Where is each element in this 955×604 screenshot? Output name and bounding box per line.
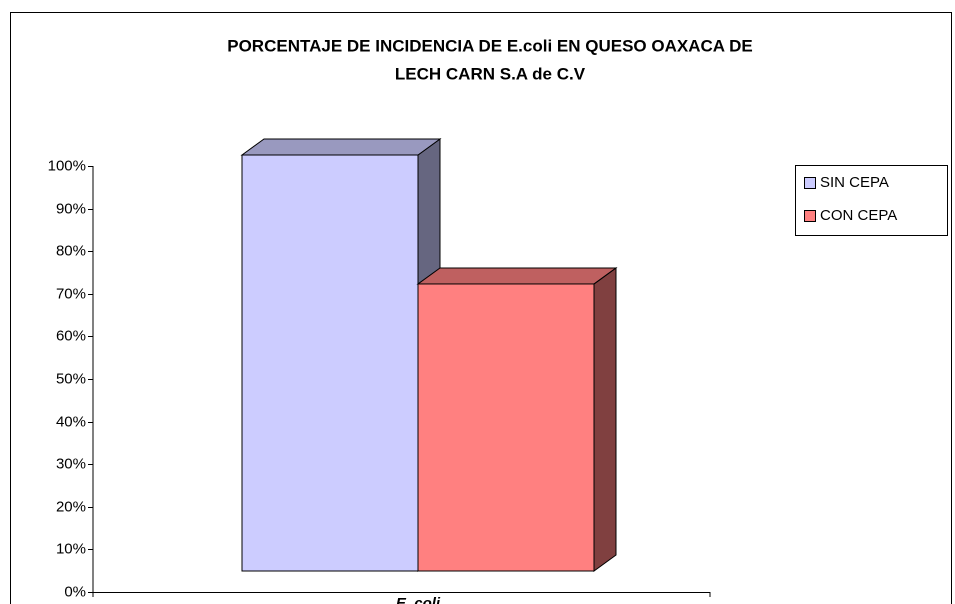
y-tick-label: 100% — [48, 157, 86, 174]
legend — [795, 165, 948, 236]
bar — [241, 154, 419, 572]
legend-label: SIN CEPA — [820, 174, 889, 191]
bar-top — [240, 138, 442, 156]
y-tick-label: 60% — [56, 327, 86, 344]
y-tick-label: 30% — [56, 455, 86, 472]
bar — [417, 283, 595, 572]
chart-title: LECH CARN S.A de C.V — [395, 64, 586, 83]
y-tick-label: 10% — [56, 540, 86, 557]
y-tick-label: 80% — [56, 242, 86, 259]
y-tick-label: 50% — [56, 370, 86, 387]
y-tick-label: 90% — [56, 200, 86, 217]
bar-side — [593, 266, 617, 572]
legend-swatch — [804, 210, 816, 222]
y-tick-label: 40% — [56, 413, 86, 430]
y-tick-label: 0% — [64, 583, 86, 600]
bar-top — [416, 267, 618, 285]
y-tick-label: 70% — [56, 285, 86, 302]
x-tick-label: E. coli — [396, 595, 441, 604]
legend-label: CON CEPA — [820, 207, 897, 224]
chart-title: PORCENTAJE DE INCIDENCIA DE E.coli EN QU… — [227, 36, 753, 55]
y-tick-label: 20% — [56, 498, 86, 515]
legend-swatch — [804, 177, 816, 189]
